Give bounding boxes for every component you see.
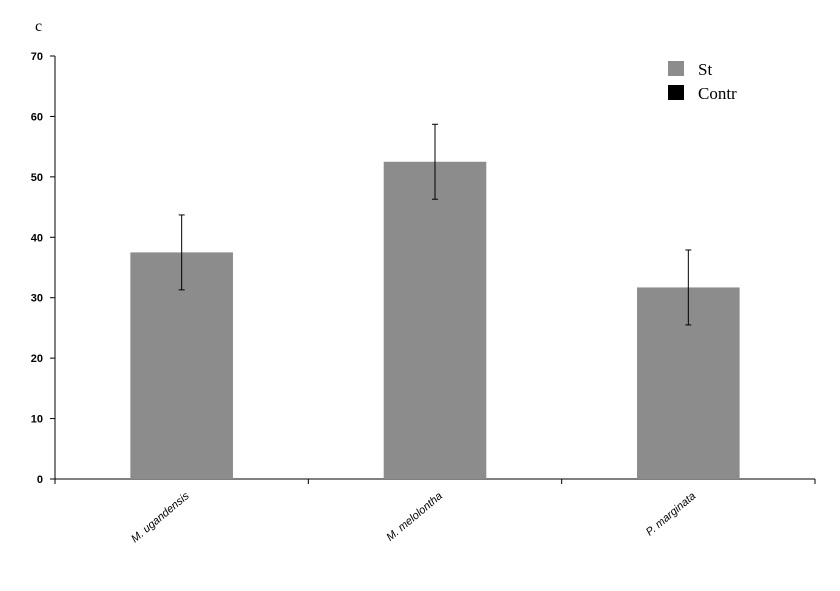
category-label: P. marginata [644,490,698,538]
y-tick-label: 70 [31,51,43,63]
y-tick-label: 50 [31,172,43,184]
y-axis: 0 10 20 30 40 50 60 70 [31,51,56,486]
x-axis [54,478,816,484]
y-tick-label: 30 [31,293,43,305]
legend-swatch [668,61,684,76]
legend-label: Contr [698,84,737,103]
legend-label: St [698,60,712,79]
bars [130,161,740,479]
y-tick-label: 60 [31,111,43,123]
category-label: M. ugandensis [129,490,192,546]
error-bars [178,123,692,326]
category-labels: M. ugandensis M. melolontha P. marginata [129,490,698,546]
y-tick-label: 10 [31,414,43,426]
legend: St Contr [668,60,737,103]
bar [383,161,487,479]
y-tick-label: 40 [31,232,43,244]
y-tick-label: 0 [37,474,43,486]
y-tick-label: 20 [31,353,43,365]
category-label: M. melolontha [384,490,445,544]
legend-swatch [668,85,684,100]
panel-label: c [35,18,42,35]
